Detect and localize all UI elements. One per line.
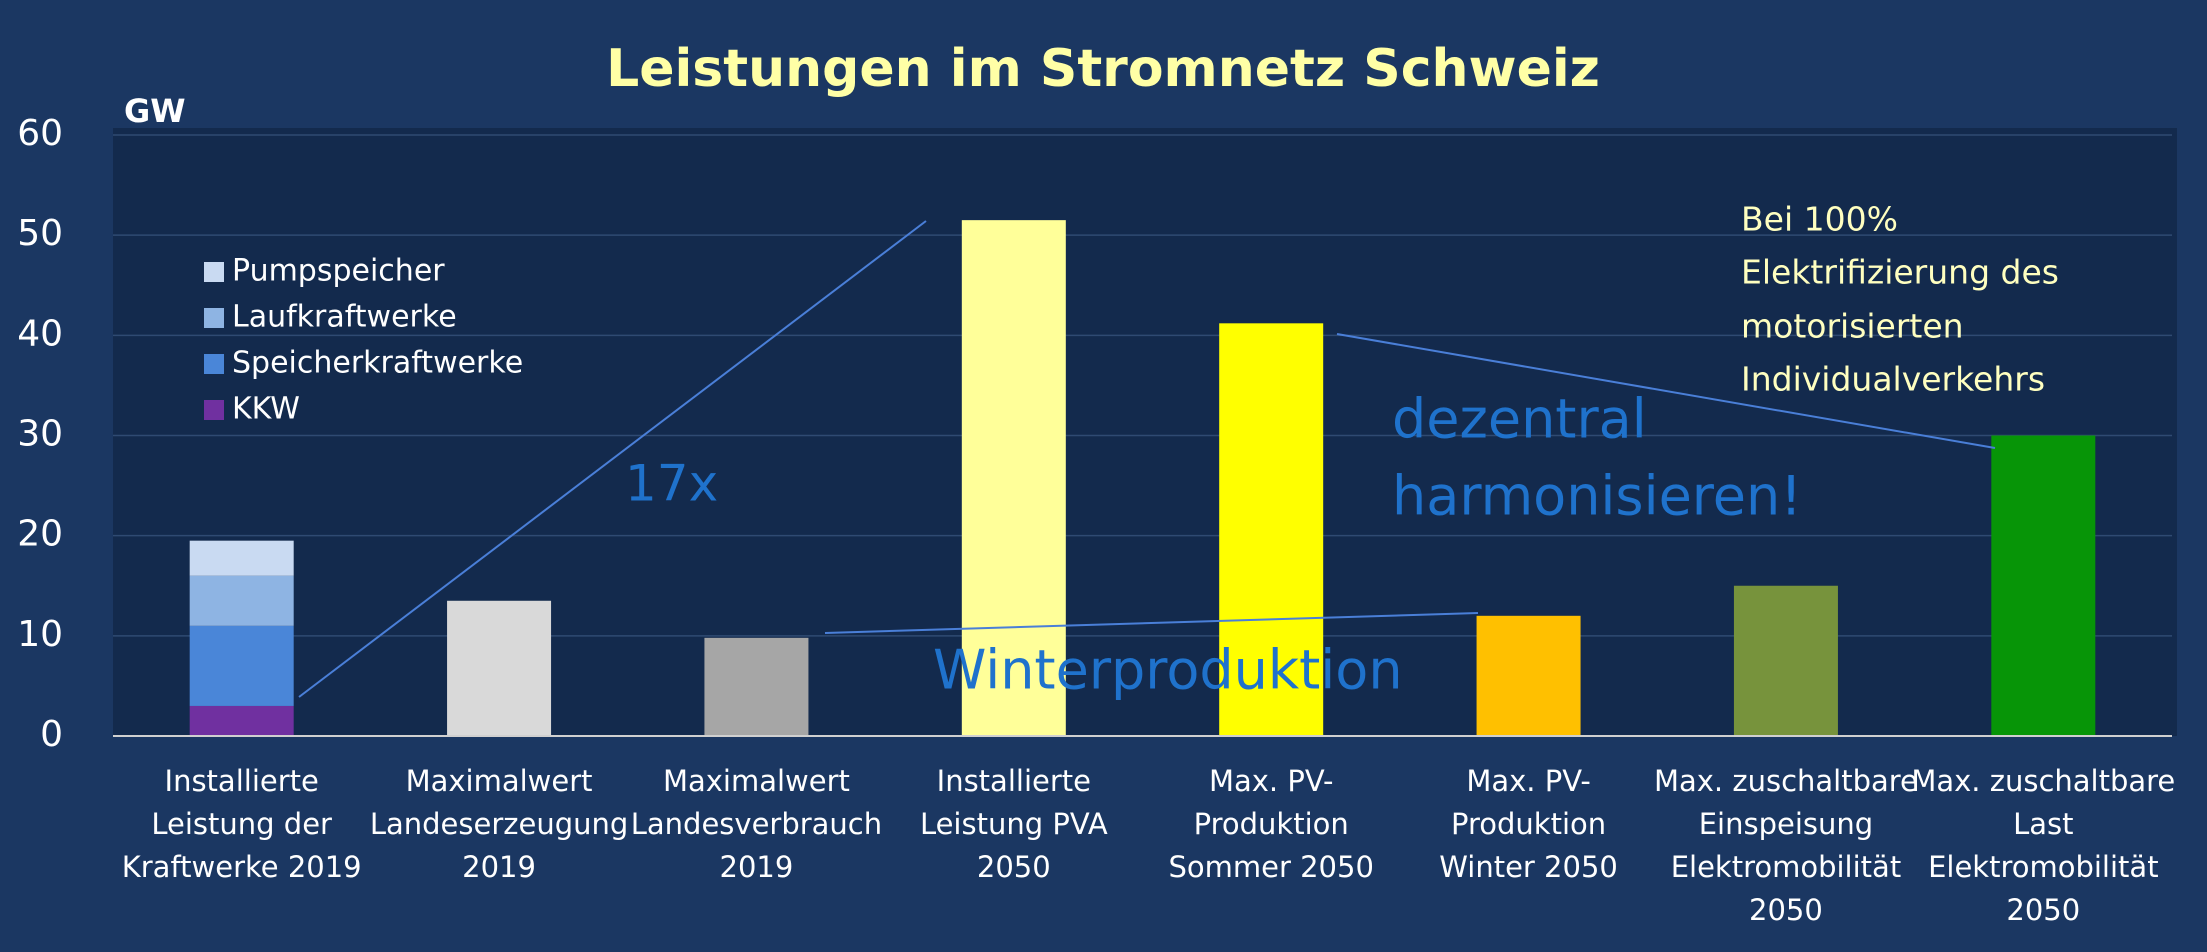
legend-swatch [204,400,224,420]
legend-label: KKW [232,392,300,427]
legend-swatch [204,262,224,282]
x-tick-label: 2019 [462,850,536,884]
x-tick-label: Winter 2050 [1439,850,1618,884]
bar [447,600,552,736]
bar [704,637,809,736]
x-tick-label: Installierte [165,764,319,798]
legend-label: Laufkraftwerke [232,300,457,335]
x-tick-label: Produktion [1451,807,1606,841]
y-tick-label: 60 [17,113,63,154]
annotation: dezentral [1392,388,1647,451]
x-tick-label: Kraftwerke 2019 [122,850,362,884]
x-tick-label: 2050 [1749,893,1823,927]
chart-title: Leistungen im Stromnetz Schweiz [606,39,1600,99]
bar [189,575,294,626]
x-tick-label: Leistung PVA [920,807,1108,841]
y-axis-label: GW [124,92,186,130]
x-tick-label: Einspeisung [1699,807,1873,841]
annotation: harmonisieren! [1392,465,1802,528]
x-tick-label: 2050 [2006,893,2080,927]
legend-label: Speicherkraftwerke [232,346,523,381]
note: Individualverkehrs [1741,360,2045,399]
legend-label: Pumpspeicher [232,254,445,289]
note: Bei 100% [1741,200,1898,239]
x-tick-label: 2050 [977,850,1051,884]
bar [1219,323,1324,736]
arrow-line [1336,333,1996,449]
marks [189,220,2096,736]
bar [1733,585,1838,736]
y-tick-label: 50 [17,213,63,254]
bar [189,705,294,736]
y-tick-label: 0 [40,714,63,755]
x-tick-label: Maximalwert [663,764,850,798]
x-tick-label: Sommer 2050 [1168,850,1373,884]
x-tick-label: Landesverbrauch [631,807,882,841]
annotation: 17x [625,455,718,513]
arrow-line [298,220,927,698]
bar [1991,435,2096,736]
annotation: Winterproduktion [933,639,1403,702]
x-tick-label: Max. PV- [1466,764,1590,798]
x-tick-label: Produktion [1194,807,1349,841]
legend-swatch [204,308,224,328]
arrow-line [824,612,1479,634]
x-tick-label: Max. zuschaltbare [1654,764,1918,798]
y-tick-label: 40 [17,313,63,354]
y-tick-label: 30 [17,414,63,455]
y-tick-label: 10 [17,614,63,655]
x-tick-label: Leistung der [151,807,332,841]
legend-swatch [204,354,224,374]
bar [189,625,294,706]
x-tick-label: Landeserzeugung [370,807,628,841]
y-tick-label: 20 [17,514,63,555]
bar [189,540,294,576]
x-tick-label: Elektromobilität [1671,850,1902,884]
x-tick-label: Maximalwert [406,764,593,798]
x-tick-label: Max. PV- [1209,764,1333,798]
x-tick-label: Max. zuschaltbare [1911,764,2175,798]
bar [1476,615,1581,736]
x-tick-label: Last [2013,807,2073,841]
x-tick-label: 2019 [720,850,794,884]
note: Elektrifizierung des [1741,253,2059,292]
bar [961,220,1066,736]
x-tick-label: Elektromobilität [1928,850,2159,884]
x-tick-label: Installierte [937,764,1091,798]
note: motorisierten [1741,307,1964,346]
